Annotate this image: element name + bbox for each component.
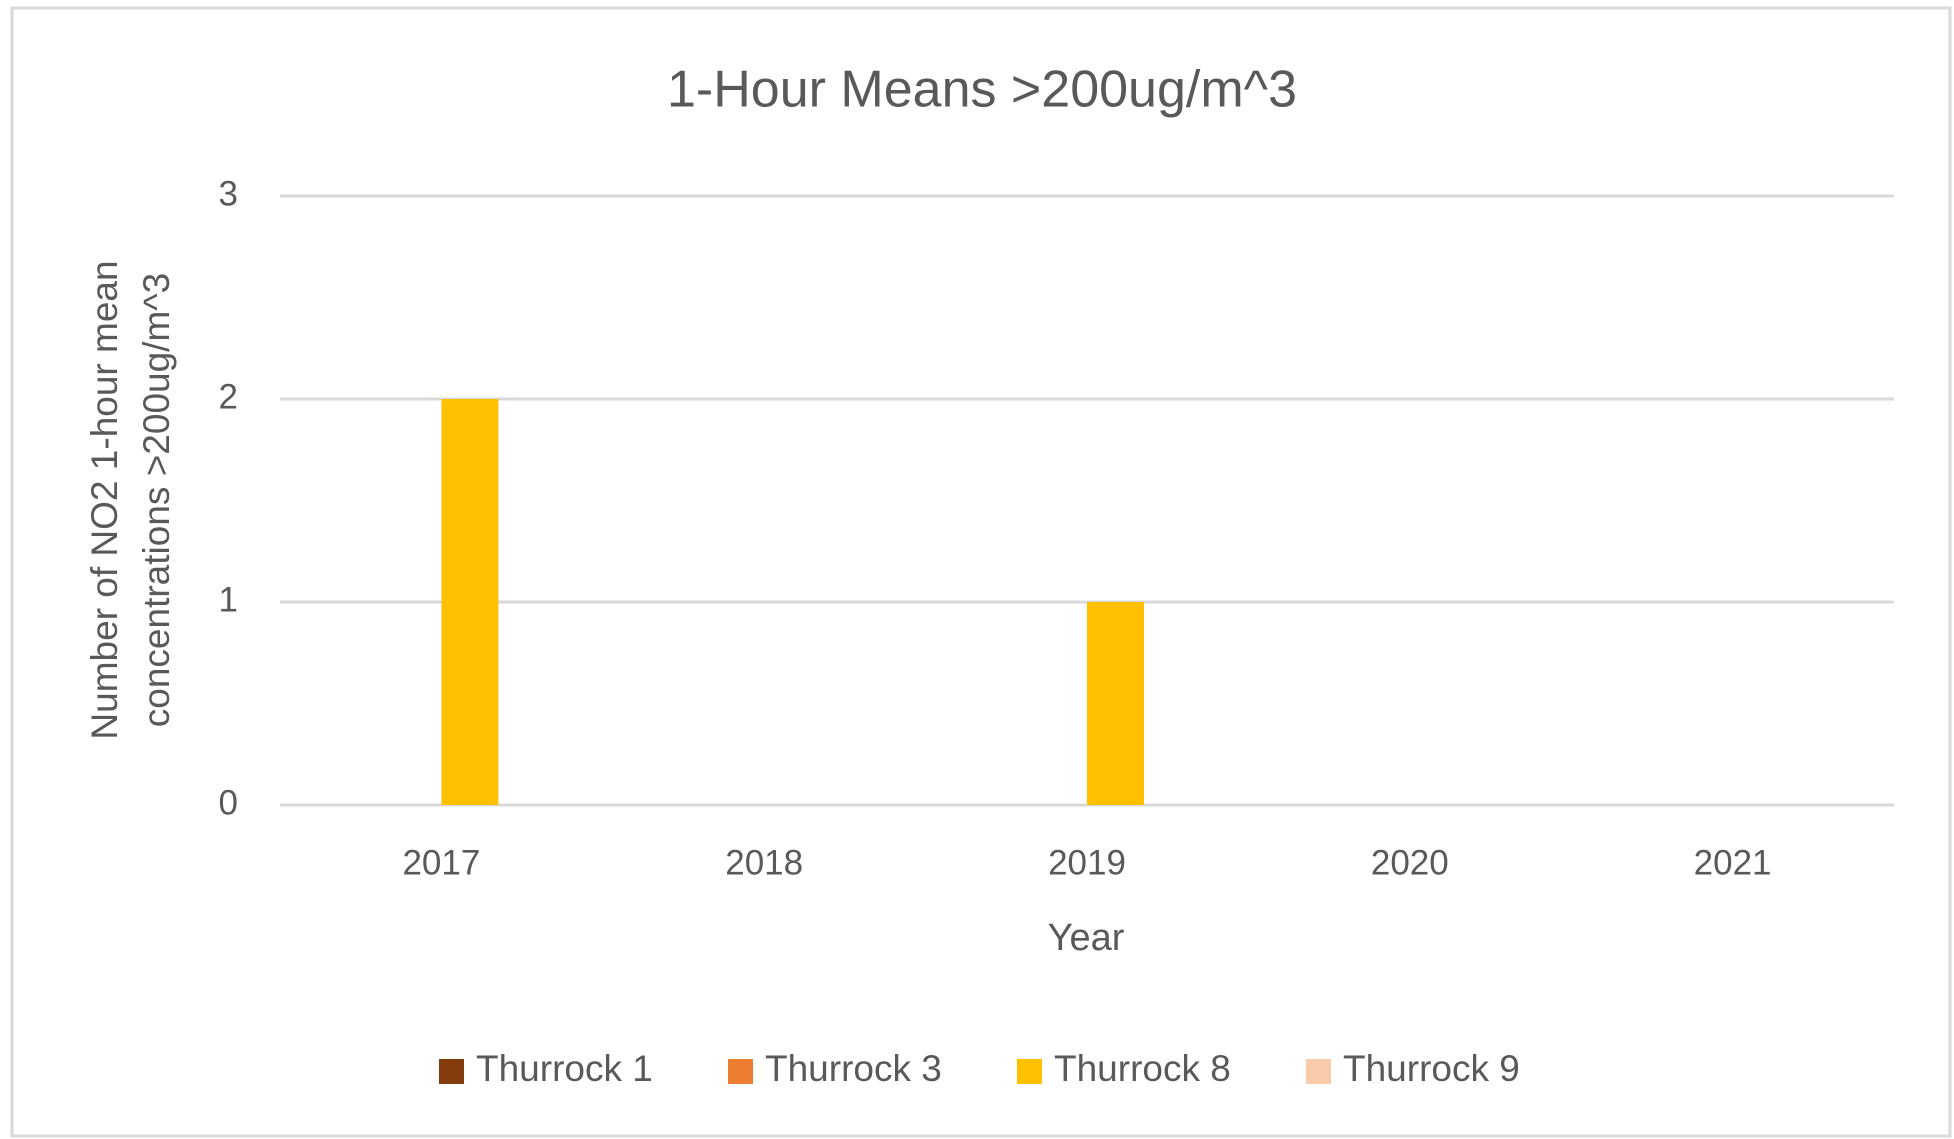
legend-label: Thurrock 1 [476,1048,653,1089]
legend-swatch [1017,1059,1042,1084]
x-tick-label: 2019 [1048,843,1126,882]
bar [1087,602,1144,805]
x-axis-title: Year [1048,917,1125,959]
legend-label: Thurrock 9 [1343,1048,1520,1089]
legend-label: Thurrock 8 [1054,1048,1231,1089]
legend-label: Thurrock 3 [765,1048,942,1089]
x-tick-label: 2018 [725,843,803,882]
y-tick-label: 1 [219,580,238,619]
y-axis-title: Number of NO2 1-hour mean concentrations… [84,260,177,739]
bar [441,399,499,805]
x-tick-label: 2017 [402,843,480,882]
legend-swatch [1306,1059,1331,1084]
y-axis-title-line: Number of NO2 1-hour mean [84,260,125,739]
legend-swatch [439,1059,464,1084]
chart-title: 1-Hour Means >200ug/m^3 [667,61,1297,119]
x-tick-label: 2020 [1371,843,1449,882]
y-tick-label: 2 [219,377,238,416]
x-tick-label: 2021 [1694,843,1772,882]
legend-swatch [728,1059,753,1084]
y-axis-title-line: concentrations >200ug/m^3 [136,273,177,727]
chart-frame [10,6,1952,1138]
y-tick-label: 0 [219,783,238,822]
y-tick-label: 3 [219,174,238,213]
